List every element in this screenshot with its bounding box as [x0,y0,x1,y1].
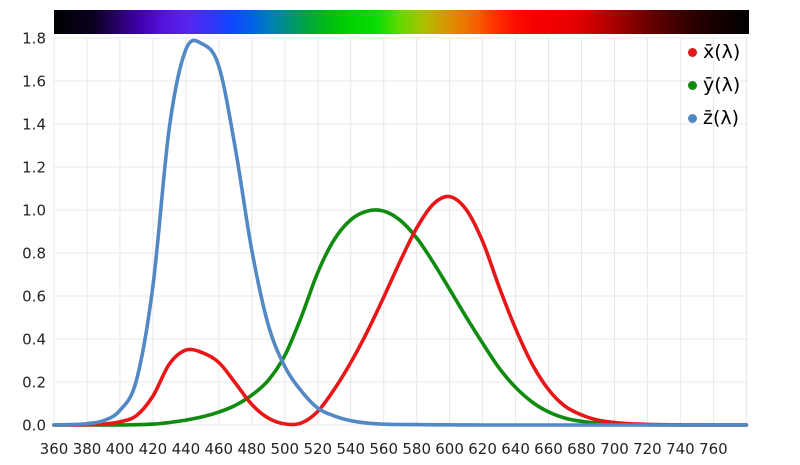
y-tick-label: 1.6 [22,73,46,91]
y-axis-tick-labels: 0.0 0.2 0.4 0.6 0.8 1.0 1.2 1.4 1.6 1.8 [22,30,46,435]
legend-marker-ybar-icon [688,81,697,90]
x-tick-label: 520 [303,440,332,458]
x-tick-label: 480 [237,440,266,458]
x-tick-label: 680 [567,440,596,458]
curve-z-bar [52,38,749,427]
y-tick-label: 0.2 [22,374,46,392]
y-tick-label: 0.6 [22,288,46,306]
legend-item-xbar: x̄(λ) [688,36,740,69]
legend-label-ybar: ȳ(λ) [703,74,741,96]
x-tick-label: 420 [139,440,168,458]
y-tick-label: 0.4 [22,331,46,349]
curves [52,38,749,427]
x-tick-label: 460 [204,440,233,458]
x-tick-label: 660 [534,440,563,458]
x-tick-label: 400 [106,440,135,458]
x-tick-label: 700 [600,440,629,458]
legend-item-zbar: z̄(λ) [688,102,740,135]
x-tick-label: 640 [501,440,530,458]
x-tick-label: 760 [699,440,728,458]
y-tick-label: 1.4 [22,116,46,134]
legend-marker-xbar-icon [688,48,697,57]
legend-marker-zbar-icon [688,114,697,123]
x-tick-label: 580 [402,440,431,458]
x-tick-label: 440 [172,440,201,458]
y-tick-label: 1.8 [22,30,46,48]
x-tick-label: 720 [633,440,662,458]
y-tick-label: 0.0 [22,417,46,435]
gridlines [53,37,748,426]
x-tick-label: 560 [369,440,398,458]
legend-label-xbar: x̄(λ) [703,41,741,63]
x-tick-label: 540 [336,440,365,458]
x-tick-label: 740 [666,440,695,458]
y-tick-label: 1.2 [22,159,46,177]
x-tick-label: 360 [40,440,69,458]
legend-label-zbar: z̄(λ) [703,107,740,129]
legend: x̄(λ) ȳ(λ) z̄(λ) [688,36,740,135]
y-tick-label: 1.0 [22,202,46,220]
x-tick-label: 380 [73,440,102,458]
x-tick-label: 620 [468,440,497,458]
x-axis-tick-labels: 360 380 400 420 440 460 480 500 520 540 560 580 600 6… [40,440,728,458]
x-tick-label: 500 [270,440,299,458]
visible-spectrum-bar [54,10,749,34]
legend-item-ybar: ȳ(λ) [688,69,740,102]
x-tick-label: 600 [435,440,464,458]
y-tick-label: 0.8 [22,245,46,263]
